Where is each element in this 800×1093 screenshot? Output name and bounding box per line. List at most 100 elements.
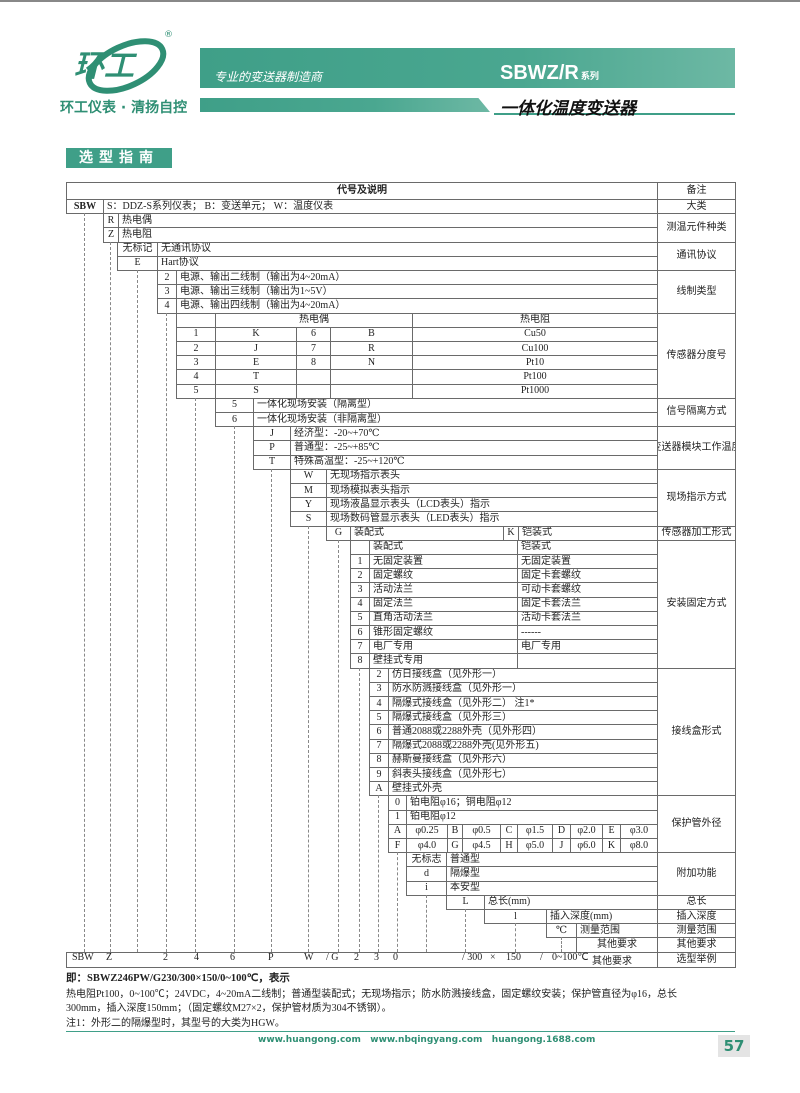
mounting-armored: 固定卡套法兰 — [517, 596, 658, 612]
mounting-assembled: 固定螺纹 — [369, 568, 518, 584]
mounting-armored: ------ — [517, 625, 658, 641]
tube-grid-diameter: φ0.25 — [406, 823, 448, 839]
junction-desc: 隔爆式接线盒（见外形三） — [388, 710, 658, 726]
note-cell: 选型举例 — [657, 951, 736, 969]
example-token: 150 — [506, 952, 521, 963]
junction-desc: 隔爆式接线盒（见外形二） 注1* — [388, 696, 658, 712]
display-code: W — [290, 468, 327, 484]
page-number: 57 — [718, 1035, 750, 1057]
slogan: 专业的变送器制造商 — [214, 70, 323, 84]
note-cell: 信号隔离方式 — [657, 397, 736, 428]
connector-line — [359, 667, 360, 952]
mounting-code: 4 — [350, 596, 370, 612]
example-token: 0 — [393, 952, 398, 963]
connector-line — [338, 539, 339, 952]
connector-line — [110, 241, 111, 952]
note-cell: 通讯协议 — [657, 241, 736, 271]
connector-line — [195, 397, 196, 952]
example-token: Z — [106, 952, 113, 963]
extra-code: d — [406, 866, 447, 882]
connector-line — [465, 909, 466, 952]
connector-line — [397, 852, 398, 952]
junction-desc: 仿日接线盒（见外形一） — [388, 667, 658, 683]
junction-code: 6 — [369, 724, 389, 740]
mounting-code: 8 — [350, 653, 370, 669]
junction-code: 4 — [369, 696, 389, 712]
connector-line — [166, 312, 167, 952]
sensor-cell — [330, 369, 413, 385]
sensor-cell: N — [330, 355, 413, 371]
tube-grid-code: A — [388, 823, 407, 839]
extra-desc: 本安型 — [446, 880, 658, 896]
tube-grid-code: G — [447, 838, 463, 854]
mounting-armored: 无固定装置 — [517, 554, 658, 570]
temp-desc: 特殊高温型：-25~+120℃ — [290, 454, 658, 470]
junction-code: 5 — [369, 710, 389, 726]
junction-desc: 普通2088或2288外壳（见外形四） — [388, 724, 658, 740]
mounting-armored: 固定卡套螺纹 — [517, 568, 658, 584]
note-cell: 总长 — [657, 894, 736, 910]
tube-grid-diameter: φ4.5 — [462, 838, 501, 854]
mounting-armored — [517, 653, 658, 669]
example-explanation-title: 即：SBWZ246PW/G230/300×150/0~100℃，表示 — [66, 973, 290, 984]
mounting-armored: 活动卡套法兰 — [517, 610, 658, 626]
mounting-assembled: 锥形固定螺纹 — [369, 625, 518, 641]
sensor-cell: R — [330, 341, 413, 357]
connector-line — [426, 894, 427, 952]
tube-desc: 铂电阻φ16；铜电阻φ12 — [406, 795, 658, 811]
banner-underline — [494, 113, 735, 115]
mounting-assembled: 壁挂式专用 — [369, 653, 518, 669]
display-desc: 无现场指示表头 — [326, 468, 658, 484]
banner-lower-bar — [200, 98, 490, 112]
footer-rule — [66, 1031, 735, 1032]
processing-code-g: G — [326, 525, 351, 541]
mounting-armored: 电厂专用 — [517, 639, 658, 655]
sensor-cell: Pt10 — [412, 355, 658, 371]
note-cell: 传感器分度号 — [657, 312, 736, 399]
range-code: ℃ — [546, 923, 577, 939]
series-suffix: 系列 — [580, 71, 599, 81]
tube-grid-diameter: φ6.0 — [570, 838, 603, 854]
note-cell: 插入深度 — [657, 909, 736, 925]
logo: 环工 ® — [66, 28, 186, 98]
example-token: 4 — [194, 952, 199, 963]
mounting-code: 1 — [350, 554, 370, 570]
table-header: 代号及说明 — [66, 182, 658, 200]
sensor-cell: J — [215, 341, 297, 357]
temp-code: J — [253, 426, 291, 442]
tube-grid-code: J — [552, 838, 571, 854]
series-code: SBWZ/R — [500, 62, 579, 84]
example-explanation-line2: 300mm，插入深度150mm；（固定螺纹M27×2，保护管材质为304不锈钢）… — [66, 1003, 392, 1014]
mounting-assembled: 电厂专用 — [369, 639, 518, 655]
mounting-armored: 可动卡套螺纹 — [517, 582, 658, 598]
sensor-cell: Cu50 — [412, 326, 658, 342]
product-title: 一体化温度变送器 — [500, 99, 636, 119]
registered-mark: ® — [164, 30, 173, 40]
note-cell: 变送器模块工作温度 — [657, 426, 736, 470]
mounting-header-armored: 铠装式 — [517, 539, 658, 555]
series-title: SBWZ/R 系列 — [500, 62, 599, 85]
element-desc: 热电阻 — [118, 227, 658, 243]
junction-code: 7 — [369, 738, 389, 754]
wiring-code: 4 — [157, 298, 177, 314]
footer-websites[interactable]: www.huangong.com www.nbqingyang.com huan… — [258, 1035, 596, 1045]
wiring-desc: 电源、输出四线制（输出为4~20mA） — [176, 298, 658, 314]
example-token: 3 — [374, 952, 379, 963]
tube-desc: 铂电阻φ12 — [406, 809, 658, 825]
temp-desc: 普通型：-25~+85℃ — [290, 440, 658, 456]
temp-desc: 经济型：-20~+70℃ — [290, 426, 658, 442]
tube-grid-diameter: φ5.0 — [517, 838, 553, 854]
sensor-cell: K — [215, 326, 297, 342]
mounting-assembled: 活动法兰 — [369, 582, 518, 598]
example-token: 2 — [354, 952, 359, 963]
extra-code: 无标志 — [406, 852, 447, 868]
junction-code: 2 — [369, 667, 389, 683]
example-token: P — [268, 952, 274, 963]
junction-code: 3 — [369, 681, 389, 697]
junction-code: 9 — [369, 767, 389, 783]
display-code: Y — [290, 497, 327, 513]
svg-text:环工: 环工 — [74, 49, 138, 84]
element-desc: 热电偶 — [118, 213, 658, 229]
mounting-code: 6 — [350, 625, 370, 641]
section-title: 选型指南 — [66, 148, 172, 168]
